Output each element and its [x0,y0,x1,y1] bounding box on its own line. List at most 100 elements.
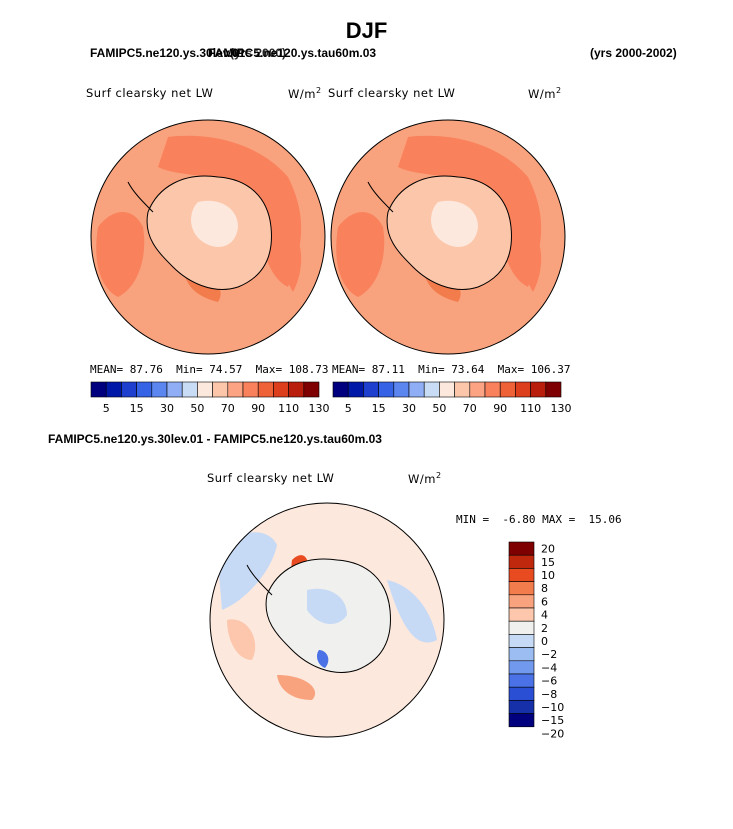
colorbar-box [508,686,535,701]
warm-region-west [227,619,256,660]
colorbar-tick-label: 10 [541,569,555,582]
years-label-left: (yrs 2000) [230,46,287,60]
colorbar-tick-label: 70 [463,402,477,415]
colorbar-box [508,713,535,728]
colorbar-box [545,381,562,398]
colorbar-tick-label: 8 [541,582,548,595]
colorbar-box [121,381,137,398]
map-border [330,119,566,355]
colorbar-box [332,381,349,398]
cool-interior [307,588,347,625]
colorbar-box [508,581,535,596]
right-stats: MEAN= 87.11 Min= 73.64 Max= 106.37 [332,363,571,376]
colorbar-box [508,607,535,622]
left-stats: MEAN= 87.76 Min= 74.57 Max= 108.73 [90,363,329,376]
left-polar-map [90,119,326,355]
cool-region-east [387,580,437,643]
colorbar-box [257,381,274,398]
colorbar-box [136,381,153,398]
colorbar-tick-label: 90 [493,402,507,415]
colorbar-box [273,381,289,398]
colorbar-box [508,554,535,569]
colorbar-tick-label: −10 [541,701,564,714]
colorbar-box [105,381,122,398]
left-variable-label: Surf clearsky net LW [86,86,214,100]
peninsula-outline [127,181,154,213]
colorbar-tick-label: 15 [541,556,555,569]
page-title: DJF [345,18,388,43]
colorbar-box [508,541,535,556]
right-colorbar: 5 15 30 50 70 90 110 130 [332,381,572,415]
plateau-cold-area [191,200,238,247]
colorbar-box [508,634,535,648]
plateau-cold-area [431,200,478,247]
colorbar-tick-label: 0 [541,635,548,648]
warm-band-west [336,212,385,297]
diff-variable-label: Surf clearsky net LW [207,471,335,485]
left-units-label: W/m2 [288,86,322,101]
warm-band-east [284,227,302,292]
diff-stats: MIN = -6.80 MAX = 15.06 [456,513,622,526]
peninsula-outline [367,181,394,213]
colorbar-box [347,381,364,398]
difference-title: FAMIPC5.ne120.ys.30lev.01 - FAMIPC5.ne12… [48,432,382,446]
colorbar-box [484,381,501,398]
case-label-left: FAMIPC5.ne120.ys.30lev.01 [90,46,246,60]
colorbar-tick-label: 30 [160,402,174,415]
colorbar-box [499,381,516,398]
colorbar-box [439,381,455,398]
colorbar-box [508,660,535,675]
colorbar-box [508,673,535,688]
map-border [209,502,445,738]
peninsula-outline [246,564,273,596]
colorbar-box [530,381,547,398]
left-colorbar: 5 15 30 50 70 90 110 130 [90,381,330,415]
colorbar-tick-label: 110 [520,402,541,415]
colorbar-tick-label: 110 [278,402,299,415]
right-variable-label: Surf clearsky net LW [328,86,456,100]
case-label-right: FAMIPC5.ne120.ys.tau60m.03 [208,46,377,60]
colorbar-tick-label: 2 [541,622,548,635]
colorbar-tick-label: 20 [541,543,555,556]
colorbar-box [508,620,535,635]
colorbar-tick-label: 50 [432,402,446,415]
colorbar-box [408,381,425,398]
colorbar-box [508,594,535,609]
colorbar-tick-label: 130 [309,402,330,415]
warm-band-east [524,227,542,292]
colorbar-tick-label: −15 [541,714,564,727]
warm-spot-south [277,675,316,700]
colorbar-tick-label: −2 [541,648,557,661]
warm-band-west [96,212,145,297]
colorbar-tick-label: 4 [541,609,548,622]
diff-units-label: W/m2 [408,471,442,486]
colorbar-tick-label: 15 [130,402,144,415]
colorbar-tick-label: 130 [551,402,572,415]
colorbar-box [197,381,213,398]
colorbar-box [166,381,183,398]
colorbar-tick-label: −6 [541,675,557,688]
map-border [90,119,326,355]
colorbar-tick-label: 70 [221,402,235,415]
colorbar-tick-label: 90 [251,402,265,415]
cool-spot-coast [317,650,329,668]
colorbar-box [151,381,168,398]
years-label-right: (yrs 2000-2002) [590,46,677,60]
colorbar-box [242,381,259,398]
colorbar-tick-label: 50 [190,402,204,415]
right-units-label: W/m2 [528,86,562,101]
colorbar-box [363,381,379,398]
colorbar-box [227,381,244,398]
colorbar-tick-label: 15 [372,402,386,415]
colorbar-box [508,647,535,662]
colorbar-box [508,700,535,714]
right-polar-map [330,119,566,355]
colorbar-tick-label: −20 [541,727,564,740]
colorbar-tick-label: −4 [541,661,557,674]
colorbar-box [90,381,107,398]
colorbar-box [393,381,410,398]
colorbar-tick-label: 5 [103,402,110,415]
colorbar-box [454,381,471,398]
colorbar-box [378,381,395,398]
